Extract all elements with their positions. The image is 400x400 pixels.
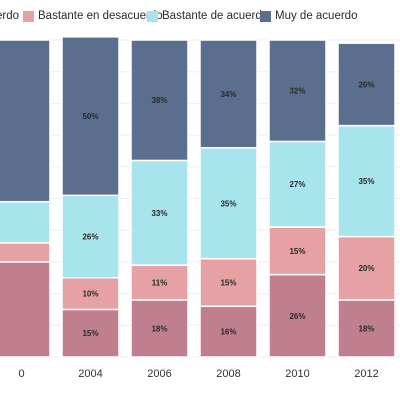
bar-segment-2002-s0	[0, 261, 51, 358]
bar-segment-2004-s3	[61, 36, 120, 197]
data-label-2004-s2: 26%	[82, 233, 98, 242]
legend-label: Bastante de acuerdo	[162, 10, 269, 22]
bar-segment-2004-s0	[61, 308, 120, 358]
data-label-2008-s1: 15%	[220, 279, 236, 288]
bar-segment-2008-s2	[199, 147, 258, 260]
data-label-2006-s3: 38%	[151, 96, 167, 105]
legend-swatch	[260, 10, 271, 22]
bar-segment-2010-s0	[268, 273, 327, 358]
legend-item-2: Bastante en desacuerdo	[23, 9, 163, 23]
x-tick-label-2006: 2006	[147, 368, 171, 380]
data-label-2006-s2: 33%	[151, 209, 167, 218]
bar-segment-2002-s1	[0, 242, 51, 263]
data-label-2008-s3: 34%	[220, 90, 236, 99]
legend-item-3: Bastante de acuerdo	[147, 9, 268, 23]
data-label-2004-s3: 50%	[82, 112, 98, 121]
bar-segment-2006-s0	[130, 299, 189, 358]
data-label-2006-s0: 18%	[151, 324, 167, 333]
legend-label: Bastante en desacuerdo	[38, 10, 163, 22]
data-label-2008-s0: 16%	[220, 328, 236, 337]
legend-label: Muy de acuerdo	[275, 10, 358, 22]
bar-segment-2004-s1	[61, 277, 120, 311]
data-label-2010-s0: 26%	[289, 312, 305, 321]
bar-segment-2012-s2	[337, 124, 396, 238]
bar-segment-2002-s3	[0, 39, 51, 203]
bar-segment-2004-s2	[61, 194, 120, 279]
data-label-2006-s1: 11%	[152, 279, 168, 288]
data-label-2010-s1: 15%	[289, 247, 305, 256]
bar-segment-2010-s2	[268, 140, 327, 228]
legend-item-1: erdo	[0, 9, 19, 23]
bar-segment-2012-s1	[337, 235, 396, 301]
x-tick-label-2002: 0	[18, 368, 24, 380]
data-label-2012-s0: 18%	[358, 324, 374, 333]
bar-segment-2006-s3	[130, 39, 189, 162]
data-label-2012-s3: 26%	[358, 80, 374, 89]
data-label-2010-s2: 27%	[289, 180, 305, 189]
data-label-2008-s2: 35%	[220, 199, 236, 208]
data-label-2012-s2: 35%	[358, 177, 374, 186]
bar-segment-2010-s3	[268, 39, 327, 143]
bar-segment-2012-s3	[337, 42, 396, 127]
legend-label: erdo	[0, 10, 20, 22]
legend-swatch	[147, 10, 158, 22]
data-label-2004-s0: 15%	[82, 329, 98, 338]
bar-segment-2008-s3	[199, 39, 258, 149]
legend-swatch	[23, 10, 34, 22]
data-label-2012-s1: 20%	[358, 264, 374, 273]
x-tick-label-2004: 2004	[78, 368, 102, 380]
bar-segment-2008-s1	[199, 257, 258, 308]
legend-item-4: Muy de acuerdo	[260, 9, 357, 23]
data-label-2010-s3: 32%	[289, 87, 305, 96]
x-tick-label-2008: 2008	[216, 368, 240, 380]
x-tick-label-2010: 2010	[285, 368, 309, 380]
data-label-2004-s1: 10%	[82, 290, 98, 299]
bar-segment-2002-s2	[0, 200, 51, 244]
x-tick-label-2012: 2012	[354, 368, 378, 380]
